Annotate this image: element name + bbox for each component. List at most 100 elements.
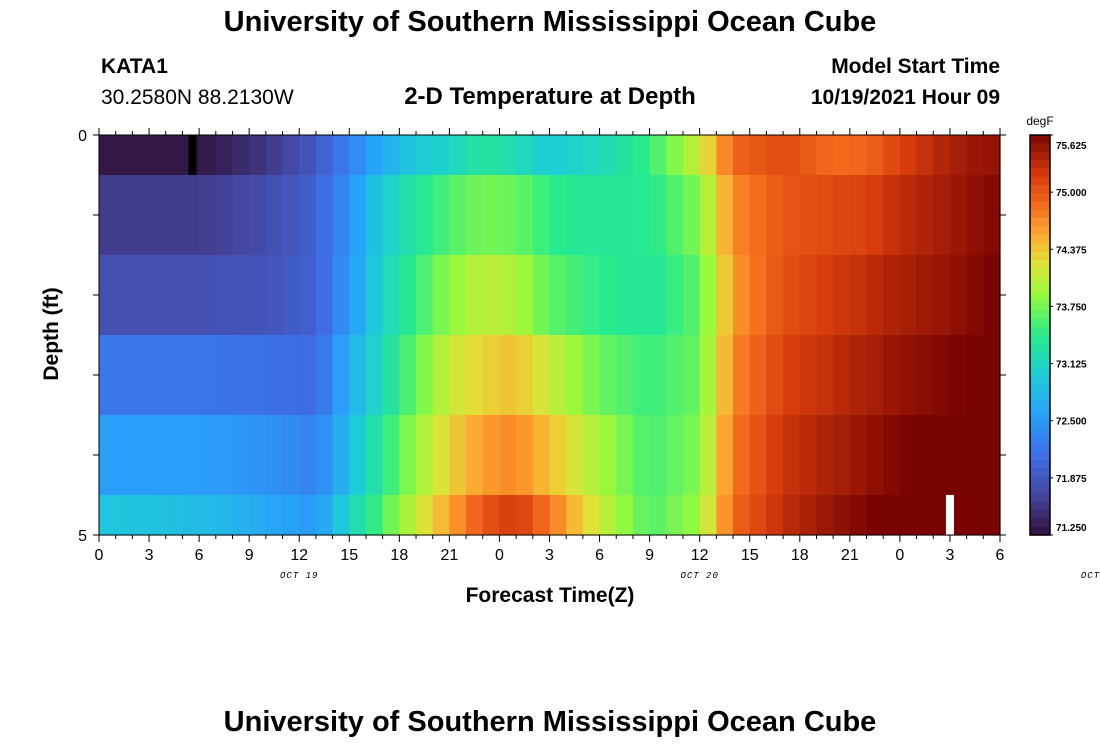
- heatmap-cell-layer3-h46: [866, 335, 884, 416]
- x-tick-label-5: 15: [340, 547, 358, 564]
- heatmap-cell-layer5-h18: [399, 495, 417, 536]
- heatmap-cell-layer4-h32: [632, 415, 651, 496]
- heatmap-cell-layer4-h12: [299, 415, 317, 496]
- heatmap-cell-layer2-h0: [99, 255, 117, 336]
- x-tick-label-6: 18: [390, 547, 408, 564]
- heatmap-cell-layer1-h46: [866, 175, 884, 256]
- x-tick-label-0: 0: [95, 547, 104, 564]
- heatmap-cell-layer2-h13: [315, 255, 334, 336]
- heatmap-cell-layer4-h38: [733, 415, 751, 496]
- heatmap-cell-layer3-h39: [749, 335, 768, 416]
- heatmap-cell-layer1-h40: [766, 175, 784, 256]
- heatmap-cell-layer3-h53: [983, 335, 1001, 416]
- heatmap-cell-layer2-h31: [616, 255, 634, 336]
- heatmap-cell-layer4-h28: [566, 415, 584, 496]
- heatmap-cell-layer5-h45: [849, 495, 868, 536]
- heatmap-cell-layer5-h20: [432, 495, 450, 536]
- heatmap-cell-layer1-h12: [299, 175, 317, 256]
- heatmap-cell-layer4-h26: [532, 415, 551, 496]
- colorbar-swatch-25: [1030, 343, 1050, 353]
- model-start-time: 10/19/2021 Hour 09: [810, 86, 1000, 109]
- heatmap-cell-layer1-h8: [232, 175, 250, 256]
- colorbar-swatch-42: [1030, 485, 1050, 494]
- x-tick-label-7: 21: [440, 547, 458, 564]
- colorbar-label-2: 74.375: [1056, 245, 1087, 256]
- heatmap-cell-layer5-h53: [983, 495, 1001, 536]
- heatmap-cell-layer0-h46: [866, 135, 884, 176]
- heatmap-cell-layer2-h15: [349, 255, 367, 336]
- heatmap-cell-layer5-h30: [599, 495, 617, 536]
- heatmap-cell-layer0-h30: [599, 135, 617, 176]
- colorbar-swatch-15: [1030, 260, 1050, 269]
- heatmap-cell-layer4-h37: [716, 415, 734, 496]
- heatmap-cell-layer2-h35: [682, 255, 701, 336]
- colorbar-swatch-37: [1030, 443, 1050, 453]
- heatmap-cell-layer4-h39: [749, 415, 768, 496]
- colorbar-swatch-38: [1030, 451, 1050, 461]
- heatmap-cell-layer0-h51: [949, 135, 968, 176]
- heatmap-cell-layer0-h10: [265, 135, 284, 176]
- heatmap-cell-layer3-h29: [582, 335, 601, 416]
- heatmap-cell-layer0-h14: [332, 135, 350, 176]
- heatmap-cell-layer4-h13: [315, 415, 334, 496]
- heatmap-cell-layer1-h39: [749, 175, 768, 256]
- heatmap-cell-layer4-h52: [966, 415, 984, 496]
- heatmap-cell-layer1-h53: [983, 175, 1001, 256]
- colorbar-swatch-3: [1030, 160, 1050, 169]
- heatmap-cell-layer3-h7: [215, 335, 234, 416]
- heatmap-cell-layer0-h3: [149, 135, 167, 176]
- x-tick-label-1: 3: [145, 547, 154, 564]
- heatmap-cell-layer5-h22: [466, 495, 484, 536]
- heatmap-cell-layer4-h2: [132, 415, 150, 496]
- colorbar-swatch-18: [1030, 285, 1050, 294]
- colorbar-swatch-43: [1030, 493, 1050, 503]
- heatmap-cell-layer1-h3: [149, 175, 167, 256]
- heatmap-cell-layer3-h45: [849, 335, 868, 416]
- heatmap-cell-layer5-h19: [416, 495, 434, 536]
- heatmap-cell-layer1-h18: [399, 175, 417, 256]
- colorbar-swatch-7: [1030, 193, 1050, 203]
- heatmap-cell-layer1-h43: [816, 175, 834, 256]
- date-label-2: OCT 21: [1081, 571, 1100, 581]
- heatmap-cell-layer4-h4: [165, 415, 184, 496]
- x-tick-label-14: 18: [791, 547, 809, 564]
- heatmap-cell-layer0-h20: [432, 135, 450, 176]
- heatmap-cell-layer1-h1: [115, 175, 133, 256]
- heatmap-cell-layer4-h9: [249, 415, 267, 496]
- heatmap-cell-layer5-h23: [482, 495, 501, 536]
- heatmap-cell-layer2-h4: [165, 255, 184, 336]
- heatmap-cell-layer3-h17: [382, 335, 400, 416]
- heatmap-cell-layer3-h37: [716, 335, 734, 416]
- colorbar-label-0: 75.625: [1056, 141, 1087, 152]
- heatmap-cell-layer0-h24: [499, 135, 517, 176]
- heatmap-cell-layer0-h12: [299, 135, 317, 176]
- colorbar-swatch-44: [1030, 501, 1050, 511]
- colorbar-swatch-17: [1030, 276, 1050, 286]
- heatmap-cell-layer1-h32: [632, 175, 651, 256]
- heatmap-cell-layer2-h21: [449, 255, 467, 336]
- heatmap-cell-layer3-h10: [265, 335, 284, 416]
- heatmap-cell-layer0-h50: [933, 135, 951, 176]
- y-tick-label-0: 0: [78, 128, 87, 145]
- heatmap-cell-layer5-h7: [215, 495, 234, 536]
- heatmap-cell-layer3-h48: [899, 335, 918, 416]
- heatmap-cell-layer0-h40: [766, 135, 784, 176]
- colorbar-label-3: 73.750: [1056, 302, 1087, 313]
- heatmap-cell-layer3-h43: [816, 335, 834, 416]
- heatmap-cell-layer4-h50: [933, 415, 951, 496]
- colorbar-swatch-20: [1030, 301, 1050, 311]
- heatmap-cell-layer4-h46: [866, 415, 884, 496]
- heatmap-cell-layer3-h12: [299, 335, 317, 416]
- heatmap-cell-layer5-h42: [799, 495, 818, 536]
- main-title: University of Southern Mississippi Ocean…: [223, 6, 877, 38]
- colorbar-frame: [1029, 134, 1051, 536]
- heatmap-cell-layer2-h19: [416, 255, 434, 336]
- heatmap-cell-layer3-h20: [432, 335, 450, 416]
- heatmap-cell-layer2-h27: [549, 255, 567, 336]
- heatmap-cell-layer2-h46: [866, 255, 884, 336]
- colorbar-swatch-31: [1030, 393, 1050, 403]
- heatmap-cell-layer2-h25: [516, 255, 534, 336]
- colorbar-swatch-10: [1030, 218, 1050, 228]
- heatmap-cell-layer1-h25: [516, 175, 534, 256]
- heatmap-cell-layer2-h16: [365, 255, 384, 336]
